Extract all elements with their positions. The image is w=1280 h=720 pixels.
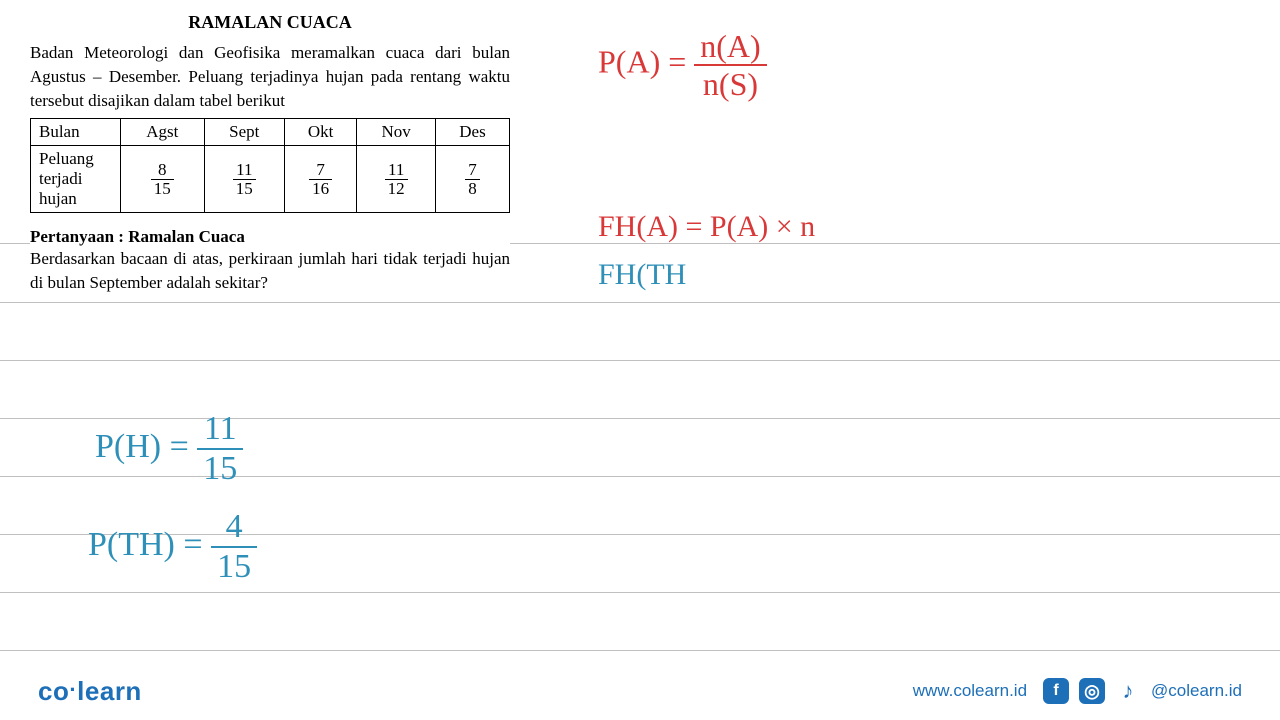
eq1-lhs: P(A) = <box>598 43 686 79</box>
facebook-icon: f <box>1043 678 1069 704</box>
eq1-fraction: n(A) n(S) <box>694 30 766 100</box>
handwriting-eq5: P(TH) = 4 15 <box>88 510 257 584</box>
row-label: Peluang terjadi hujan <box>31 146 121 213</box>
col-des: Des <box>436 119 510 146</box>
eq4-lhs: P(H) = <box>95 428 189 465</box>
col-okt: Okt <box>284 119 356 146</box>
footer-right: www.colearn.id f ◎ ♪ @colearn.id <box>913 678 1242 704</box>
eq5-fraction: 4 15 <box>211 510 257 584</box>
handwriting-eq1: P(A) = n(A) n(S) <box>598 30 767 100</box>
handwriting-eq2: FH(A) = P(A) × n <box>598 210 815 244</box>
probability-table: Bulan Agst Sept Okt Nov Des Peluang terj… <box>30 118 510 213</box>
question-text: Berdasarkan bacaan di atas, perkiraan ju… <box>30 247 510 295</box>
logo-dot: · <box>69 677 77 702</box>
logo-part1: co <box>38 676 69 706</box>
footer-url: www.colearn.id <box>913 681 1027 701</box>
col-sept: Sept <box>204 119 284 146</box>
handwriting-eq3: FH(TH <box>598 258 686 292</box>
table-header-row: Bulan Agst Sept Okt Nov Des <box>31 119 510 146</box>
problem-section: RAMALAN CUACA Badan Meteorologi dan Geof… <box>30 12 510 301</box>
val-okt: 716 <box>284 146 356 213</box>
val-nov: 1112 <box>357 146 436 213</box>
logo-part2: learn <box>77 676 142 706</box>
problem-body: Badan Meteorologi dan Geofisika meramalk… <box>30 41 510 112</box>
problem-title: RAMALAN CUACA <box>30 12 510 33</box>
table-data-row: Peluang terjadi hujan 815 1115 716 1112 … <box>31 146 510 213</box>
val-agst: 815 <box>121 146 205 213</box>
footer: co·learn www.colearn.id f ◎ ♪ @colearn.i… <box>0 662 1280 720</box>
eq5-lhs: P(TH) = <box>88 526 203 563</box>
col-nov: Nov <box>357 119 436 146</box>
tiktok-icon: ♪ <box>1115 678 1141 704</box>
eq4-fraction: 11 15 <box>197 412 243 486</box>
val-des: 78 <box>436 146 510 213</box>
logo: co·learn <box>38 676 142 707</box>
social-handle: @colearn.id <box>1151 681 1242 701</box>
handwriting-eq4: P(H) = 11 15 <box>95 412 243 486</box>
val-sept: 1115 <box>204 146 284 213</box>
question-heading: Pertanyaan : Ramalan Cuaca <box>30 227 510 247</box>
col-agst: Agst <box>121 119 205 146</box>
instagram-icon: ◎ <box>1079 678 1105 704</box>
header-label: Bulan <box>31 119 121 146</box>
